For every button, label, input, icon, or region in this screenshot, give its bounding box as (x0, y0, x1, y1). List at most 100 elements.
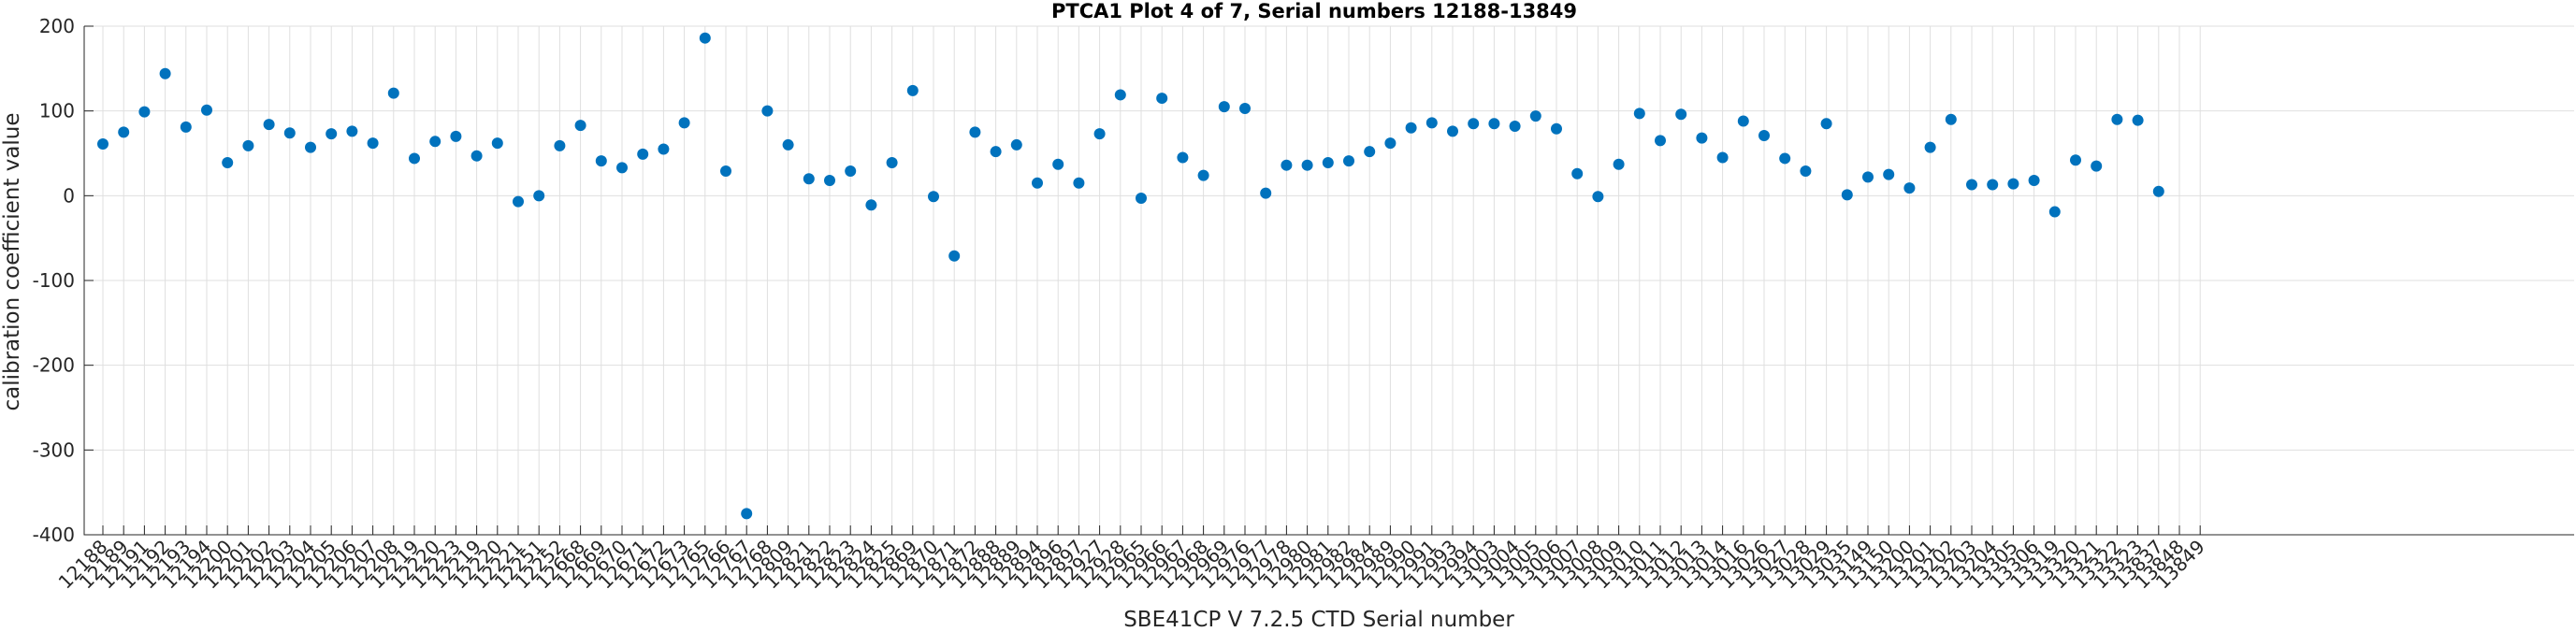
data-point (1551, 122, 1562, 135)
data-point (242, 139, 254, 151)
data-point (1716, 151, 1729, 164)
data-point (1737, 115, 1749, 127)
y-tick-labels: -400 -300 -200 -100 0 100 200 (33, 15, 75, 546)
data-point (2152, 185, 2164, 197)
data-point (1945, 113, 1957, 125)
data-points (97, 32, 2164, 520)
data-point (1800, 165, 1812, 178)
data-point (1364, 146, 1376, 158)
data-point (283, 127, 296, 139)
data-point (1571, 167, 1584, 180)
data-point (1260, 187, 1272, 199)
data-point (1675, 108, 1687, 121)
data-point (906, 84, 919, 96)
data-point (97, 138, 109, 151)
data-point (450, 130, 462, 142)
axes (83, 25, 2574, 536)
data-point (1529, 110, 1541, 122)
data-point (138, 106, 151, 118)
data-point (1114, 89, 1126, 101)
data-point (1447, 125, 1458, 137)
data-point (1468, 118, 1480, 130)
data-point (1592, 191, 1604, 203)
data-point (1903, 182, 1916, 194)
y-tick-label: -400 (33, 524, 75, 546)
data-point (1696, 132, 1708, 144)
data-point (969, 126, 981, 138)
data-point (1197, 169, 1209, 181)
data-point (1322, 156, 1334, 168)
data-point (1488, 118, 1500, 130)
data-point (761, 105, 774, 117)
y-tick-label: -300 (33, 438, 75, 461)
axis-lines (83, 26, 2574, 536)
data-point (470, 150, 483, 162)
data-point (595, 155, 607, 167)
data-point (658, 143, 670, 155)
data-point (222, 156, 234, 168)
chart-title: PTCA1 Plot 4 of 7, Serial numbers 12188-… (1051, 0, 1577, 22)
data-point (409, 152, 420, 165)
data-point (180, 121, 192, 133)
data-point (1052, 158, 1064, 170)
data-point (1633, 108, 1645, 120)
grid-lines (84, 25, 2574, 536)
data-point (1093, 128, 1106, 140)
data-point (1281, 159, 1293, 171)
data-point (491, 137, 503, 150)
data-point (305, 141, 316, 153)
data-point (1073, 177, 1085, 189)
y-tick-label: 0 (63, 184, 75, 207)
x-axis-label: SBE41CP V 7.2.5 CTD Serial number (1123, 608, 1514, 632)
data-point (741, 508, 753, 520)
data-point (118, 126, 130, 138)
data-point (845, 165, 857, 178)
data-point (1218, 101, 1230, 113)
data-point (1136, 193, 1147, 205)
data-point (387, 87, 399, 99)
data-point (928, 191, 939, 203)
x-tick-labels: 1218812189121911219212193121941220012201… (54, 536, 2209, 594)
data-point (1509, 120, 1521, 132)
data-point (1987, 179, 1999, 191)
data-point (824, 175, 835, 187)
data-point (1966, 179, 1977, 191)
data-point (699, 32, 711, 44)
data-point (533, 190, 545, 202)
data-point (1301, 159, 1313, 171)
data-point (1613, 158, 1625, 170)
data-point (1862, 171, 1874, 183)
data-point (1384, 137, 1397, 150)
data-point (616, 162, 628, 174)
data-point (574, 120, 586, 132)
data-point (429, 136, 441, 148)
data-point (1820, 118, 1832, 130)
data-point (2028, 175, 2040, 187)
data-point (782, 138, 794, 151)
data-point (2048, 206, 2061, 218)
data-point (678, 117, 690, 129)
y-tick-label: -200 (33, 354, 75, 377)
data-point (2111, 113, 2123, 125)
data-point (1924, 141, 1936, 153)
data-point (2132, 114, 2144, 126)
data-point (326, 128, 338, 140)
data-point (886, 156, 898, 168)
data-point (1425, 117, 1438, 129)
data-point (1032, 177, 1043, 189)
y-tick-label: 100 (39, 100, 75, 122)
data-point (720, 165, 731, 178)
data-point (1343, 155, 1354, 167)
data-point (1239, 102, 1251, 114)
data-point (990, 146, 1002, 158)
y-tick-label: -100 (33, 269, 75, 292)
data-point (554, 139, 566, 151)
data-point (1841, 189, 1853, 201)
data-point (1758, 129, 1770, 141)
data-point (513, 195, 524, 208)
data-point (159, 67, 171, 79)
data-point (1156, 93, 1168, 105)
data-point (1405, 122, 1417, 134)
data-point (263, 119, 275, 131)
